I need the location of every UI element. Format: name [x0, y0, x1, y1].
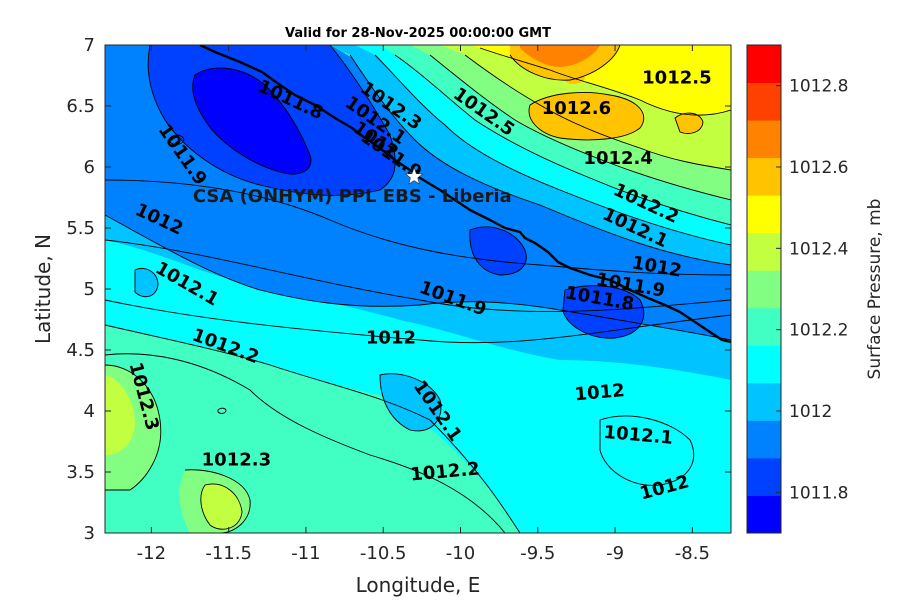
colorbar-label: Surface Pressure, mb — [865, 199, 885, 380]
contour-label: 1012.5 — [642, 67, 711, 88]
colorbar-tick-label: 1012.4 — [789, 239, 848, 259]
contour-line-1012-1 — [105, 299, 731, 344]
colorbar: 1011.8 1012 1012.2 1012.4 1012.6 1012.8 Surfa… — [746, 44, 885, 534]
site-star-icon — [404, 166, 424, 185]
colorbar-swatch — [747, 382, 781, 421]
y-tick-label: 4.5 — [66, 340, 95, 361]
colorbar-tick-label: 1012.6 — [789, 158, 848, 178]
colorbar-swatch — [747, 345, 781, 384]
contour-line-1012-1-east — [599, 415, 695, 486]
y-tick-label: 6 — [84, 157, 95, 178]
pressure-band-1012-1-east — [600, 416, 694, 486]
colorbar-swatches — [747, 45, 781, 534]
coastline — [199, 45, 731, 344]
x-axis-label: Longitude, E — [356, 573, 481, 597]
contour-line-1012-1-south — [105, 324, 521, 533]
pressure-band-1012-4-south — [200, 484, 242, 530]
y-tick-label: 3 — [84, 523, 95, 544]
x-tick-label: -11 — [291, 543, 320, 564]
contour-line-1011-7 — [192, 67, 312, 175]
x-tick-label: -9.5 — [520, 543, 555, 564]
y-tick-label: 3.5 — [66, 462, 95, 483]
contour-line-1012-1-ne — [374, 54, 731, 246]
colorbar-swatch — [747, 495, 781, 534]
colorbar-tick-label: 1012.8 — [789, 77, 848, 97]
contour-line-1012-6-ne — [674, 112, 704, 134]
contour-lines — [105, 45, 731, 533]
contour-line-1011-8 — [147, 45, 396, 196]
pressure-band-1012-0-mid — [380, 373, 441, 431]
pressure-band-1011-8-east — [563, 285, 644, 339]
colorbar-swatch — [747, 307, 781, 346]
colorbar-swatch — [747, 157, 781, 196]
y-tick-label: 5 — [84, 279, 95, 300]
contour-line-1012-3-ne — [429, 54, 731, 201]
contour-line-1012-0-north — [105, 179, 731, 276]
colorbar-swatch — [747, 120, 781, 159]
contour-line-1011-8-mid — [469, 226, 527, 276]
contour-line-1012-0-mid — [379, 373, 442, 432]
contour-line-1011-9 — [105, 214, 731, 341]
x-tick-label: -10.5 — [360, 543, 407, 564]
pressure-band-1012-6-small — [565, 72, 585, 85]
contour-line-1012-0-ne — [349, 54, 731, 266]
colorbar-tick-label: 1012 — [789, 402, 832, 422]
pressure-band-1011-7 — [192, 67, 311, 175]
contour-line-1012-6 — [509, 45, 621, 81]
site-marker-group: CSA (ONHYM) PPL EBS - Liberia — [193, 166, 512, 207]
colorbar-swatch — [747, 420, 781, 459]
contour-label: 1012 — [574, 380, 626, 405]
contour-line-1012-5 — [479, 47, 731, 116]
contour-label: 1012.6 — [542, 98, 611, 119]
pressure-band-1012-0-west — [135, 268, 158, 297]
colorbar-swatch — [747, 195, 781, 234]
colorbar-swatch — [747, 457, 781, 496]
y-axis-ticks: 3 3.5 4 4.5 5 5.5 6 6.5 7 — [66, 35, 731, 544]
contour-line-1011-8-east — [562, 285, 645, 339]
y-tick-label: 4 — [84, 401, 95, 422]
colorbar-tick-label: 1011.8 — [789, 483, 848, 503]
site-label: CSA (ONHYM) PPL EBS - Liberia — [193, 186, 512, 207]
contour-label: 1012 — [366, 327, 416, 348]
contour-line-small-ring-nw — [169, 134, 185, 145]
y-tick-label: 5.5 — [66, 218, 95, 239]
contour-line-1012-3-west — [105, 364, 162, 491]
colorbar-swatch — [747, 270, 781, 309]
pressure-band-1012-4-west — [105, 375, 135, 455]
contour-label: 1012.3 — [202, 449, 271, 470]
contour-line-1012-0-south — [105, 239, 731, 312]
pressure-band-1012-7 — [520, 45, 600, 67]
x-tick-label: -11.5 — [205, 543, 252, 564]
map-title: Valid for 28-Nov-2025 00:00:00 GMT — [285, 26, 551, 41]
x-tick-label: -10 — [446, 543, 475, 564]
pressure-band-1012-6-ne — [675, 113, 703, 134]
contour-line-1012-2 — [105, 353, 506, 533]
colorbar-swatch — [747, 45, 781, 84]
pressure-band-1012-6-east — [529, 92, 644, 140]
contour-line-1012-2-ne — [394, 54, 731, 226]
colorbar-tick-label: 1012.2 — [789, 321, 848, 341]
x-tick-label: -9 — [606, 543, 624, 564]
contour-line-1012-6-east — [528, 92, 645, 141]
colorbar-swatch — [747, 232, 781, 271]
x-tick-label: -12 — [137, 543, 166, 564]
colorbar-swatch — [747, 82, 781, 121]
contour-line-1012-4-ne — [464, 54, 731, 171]
contour-plot-area: 1011.81011.91012.31012.110121011.91012.5… — [105, 45, 731, 533]
colorbar-ticks: 1011.8 1012 1012.2 1012.4 1012.6 1012.8 — [776, 77, 848, 503]
y-tick-label: 7 — [84, 35, 95, 56]
y-tick-label: 6.5 — [66, 96, 95, 117]
contour-line-small-ring — [217, 407, 227, 414]
colorbar-frame — [746, 44, 782, 534]
contour-line-1012-0-west — [134, 267, 159, 298]
y-axis-label: Latitude, N — [31, 234, 55, 344]
x-tick-label: -8.5 — [675, 543, 710, 564]
contour-label: 1012.4 — [583, 148, 652, 169]
x-axis-ticks: -12 -11.5 -11 -10.5 -10 -9.5 -9 -8.5 — [137, 45, 710, 564]
contour-line-1012-3-south — [184, 469, 251, 533]
